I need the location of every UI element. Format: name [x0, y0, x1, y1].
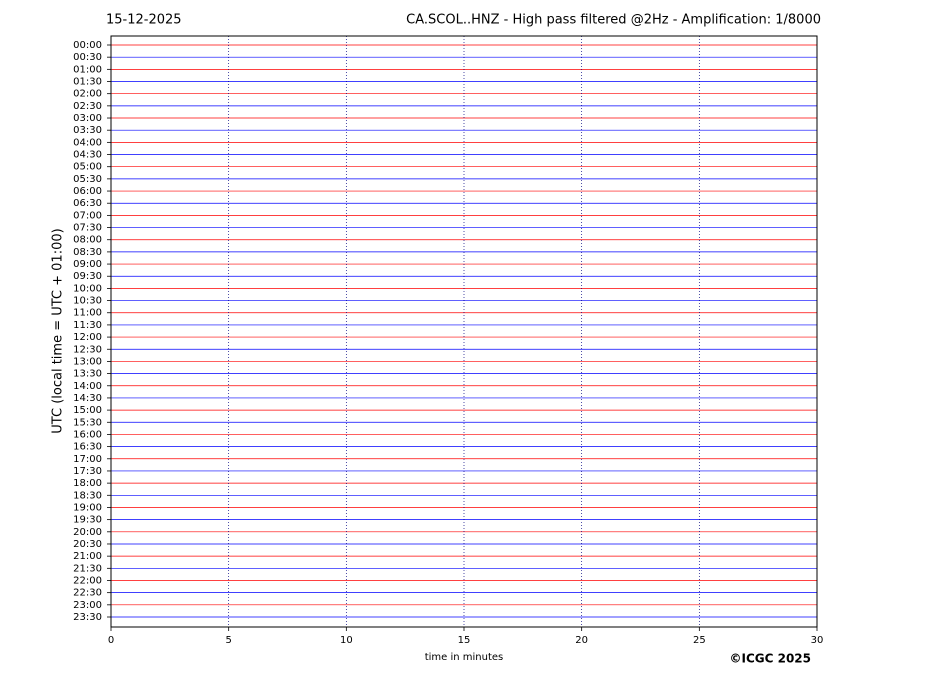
y-tick-label: 17:30: [73, 466, 102, 477]
y-tick-label: 10:30: [73, 296, 102, 307]
chart-title: CA.SCOL..HNZ - High pass filtered @2Hz -…: [406, 13, 821, 28]
y-tick-label: 09:00: [73, 259, 102, 270]
y-tick-label: 03:30: [73, 125, 102, 136]
y-tick-label: 06:30: [73, 198, 102, 209]
y-tick-label: 02:00: [73, 89, 102, 100]
y-tick-label: 00:30: [73, 52, 102, 63]
y-tick-label: 13:00: [73, 356, 102, 367]
y-tick-label: 23:30: [73, 612, 102, 623]
x-tick-label: 25: [693, 635, 706, 646]
y-tick-label: 21:00: [73, 551, 102, 562]
y-tick-label: 14:00: [73, 381, 102, 392]
y-tick-label: 20:30: [73, 539, 102, 550]
y-tick-label: 16:30: [73, 442, 102, 453]
y-tick-label: 13:30: [73, 369, 102, 380]
y-tick-label: 01:00: [73, 64, 102, 75]
y-tick-label: 00:00: [73, 40, 102, 51]
x-tick-label: 0: [108, 635, 114, 646]
y-tick-label: 07:00: [73, 210, 102, 221]
y-tick-label: 09:30: [73, 271, 102, 282]
y-tick-label: 12:30: [73, 344, 102, 355]
y-tick-label: 06:00: [73, 186, 102, 197]
y-tick-label: 15:00: [73, 405, 102, 416]
y-tick-label: 19:30: [73, 515, 102, 526]
y-tick-label: 22:00: [73, 575, 102, 586]
y-tick-label: 08:00: [73, 235, 102, 246]
y-tick-label: 12:00: [73, 332, 102, 343]
y-tick-label: 04:00: [73, 137, 102, 148]
x-tick-label: 20: [575, 635, 588, 646]
plot-frame: [110, 35, 818, 628]
y-tick-label: 08:30: [73, 247, 102, 258]
y-tick-label: 04:30: [73, 150, 102, 161]
y-tick-label: 23:00: [73, 600, 102, 611]
y-tick-label: 20:00: [73, 527, 102, 538]
copyright: ©ICGC 2025: [729, 652, 811, 666]
x-tick-label: 10: [340, 635, 353, 646]
x-tick-label: 5: [225, 635, 231, 646]
y-tick-label: 02:30: [73, 101, 102, 112]
y-tick-label: 11:30: [73, 320, 102, 331]
y-tick-label: 14:30: [73, 393, 102, 404]
y-tick-label: 05:30: [73, 174, 102, 185]
y-tick-label: 18:00: [73, 478, 102, 489]
y-tick-label: 10:00: [73, 283, 102, 294]
y-tick-label: 03:00: [73, 113, 102, 124]
y-tick-label: 07:30: [73, 223, 102, 234]
y-tick-label: 05:00: [73, 162, 102, 173]
y-tick-label: 01:30: [73, 77, 102, 88]
y-tick-label: 11:00: [73, 308, 102, 319]
y-tick-label: 19:00: [73, 502, 102, 513]
chart-date: 15-12-2025: [106, 13, 182, 28]
y-tick-label: 22:30: [73, 588, 102, 599]
y-axis-label: UTC (local time = UTC + 01:00): [51, 228, 66, 433]
y-tick-label: 15:30: [73, 417, 102, 428]
x-axis-label: time in minutes: [425, 652, 504, 663]
x-tick-label: 30: [811, 635, 824, 646]
x-tick-label: 15: [458, 635, 471, 646]
y-tick-label: 16:00: [73, 429, 102, 440]
y-tick-label: 21:30: [73, 563, 102, 574]
y-tick-label: 17:00: [73, 454, 102, 465]
y-tick-label: 18:30: [73, 490, 102, 501]
